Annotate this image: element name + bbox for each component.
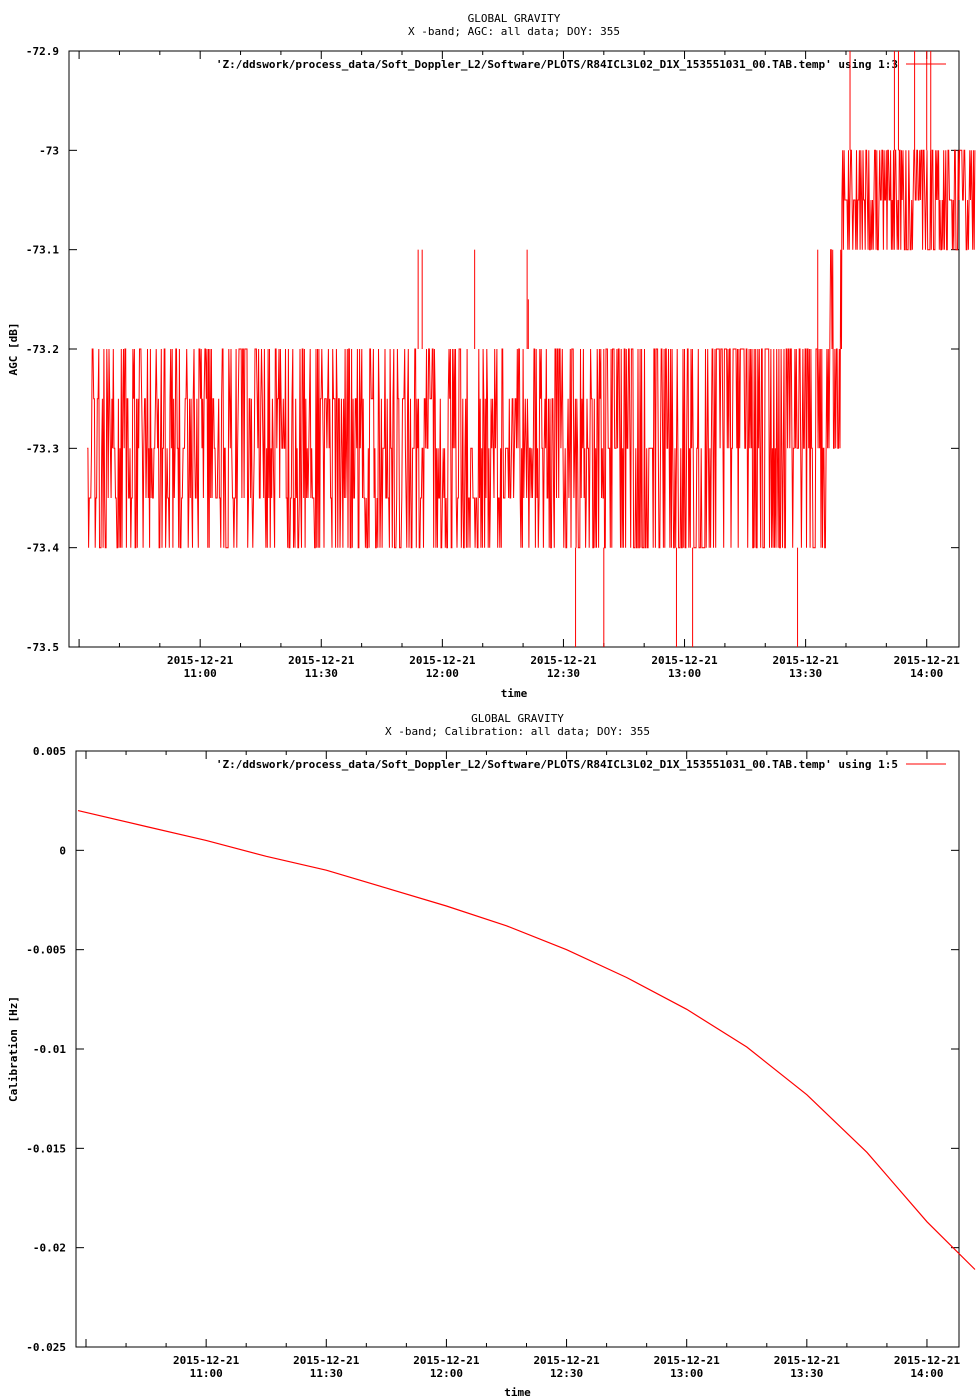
- y-tick-label: -0.005: [26, 944, 66, 957]
- y-tick-label: 0.005: [33, 745, 66, 758]
- series-line: [87, 149, 976, 549]
- x-tick-date-label: 2015-12-21: [413, 1354, 480, 1367]
- y-tick-label: -73: [39, 144, 59, 157]
- plot-frame: [68, 50, 960, 648]
- x-tick-date-label: 2015-12-21: [409, 654, 476, 667]
- y-tick-label: -0.02: [33, 1242, 66, 1255]
- y-tick-label: -0.025: [26, 1341, 66, 1354]
- x-tick-date-label: 2015-12-21: [533, 1354, 600, 1367]
- y-tick-label: -0.01: [33, 1043, 66, 1056]
- x-tick-date-label: 2015-12-21: [167, 654, 234, 667]
- y-tick-label: -73.5: [26, 641, 59, 654]
- x-tick-time-label: 12:00: [430, 1367, 463, 1380]
- x-tick-time-label: 13:00: [668, 667, 701, 680]
- x-tick-date-label: 2015-12-21: [173, 1354, 240, 1367]
- x-tick-date-label: 2015-12-21: [894, 654, 961, 667]
- chart-title: GLOBAL GRAVITY: [468, 12, 561, 25]
- x-tick-time-label: 11:30: [305, 667, 338, 680]
- chart-subtitle: X -band; AGC: all data; DOY: 355: [408, 25, 620, 38]
- x-tick-date-label: 2015-12-21: [654, 1354, 721, 1367]
- x-tick-time-label: 11:00: [190, 1367, 223, 1380]
- y-tick-label: -73.4: [26, 542, 59, 555]
- plot-frame: [75, 750, 960, 1348]
- x-tick-date-label: 2015-12-21: [293, 1354, 360, 1367]
- x-tick-date-label: 2015-12-21: [773, 654, 840, 667]
- x-tick-time-label: 11:00: [184, 667, 217, 680]
- y-tick-label: -73.3: [26, 442, 59, 455]
- x-axis-label: time: [504, 1386, 531, 1399]
- x-tick-time-label: 12:30: [547, 667, 580, 680]
- y-tick-label: -73.1: [26, 244, 59, 257]
- x-tick-time-label: 12:00: [426, 667, 459, 680]
- y-tick-label: 0: [59, 844, 66, 857]
- x-tick-date-label: 2015-12-21: [894, 1354, 961, 1367]
- y-tick-label: -73.2: [26, 343, 59, 356]
- x-tick-time-label: 12:30: [550, 1367, 583, 1380]
- x-tick-date-label: 2015-12-21: [288, 654, 355, 667]
- x-axis-label: time: [501, 687, 528, 700]
- y-tick-label: -0.015: [26, 1142, 66, 1155]
- x-tick-date-label: 2015-12-21: [651, 654, 718, 667]
- x-tick-time-label: 14:00: [910, 667, 943, 680]
- x-tick-time-label: 13:30: [790, 1367, 823, 1380]
- y-axis-label: AGC [dB]: [7, 323, 20, 376]
- y-tick-label: -72.9: [26, 45, 59, 58]
- x-tick-time-label: 11:30: [310, 1367, 343, 1380]
- x-tick-time-label: 13:00: [670, 1367, 703, 1380]
- legend-entry-label: 'Z:/ddswork/process_data/Soft_Doppler_L2…: [216, 758, 898, 771]
- x-tick-date-label: 2015-12-21: [530, 654, 597, 667]
- legend-entry-label: 'Z:/ddswork/process_data/Soft_Doppler_L2…: [216, 58, 898, 71]
- y-axis-label: Calibration [Hz]: [7, 996, 20, 1102]
- x-tick-time-label: 14:00: [910, 1367, 943, 1380]
- x-tick-time-label: 13:30: [789, 667, 822, 680]
- x-tick-date-label: 2015-12-21: [774, 1354, 841, 1367]
- chart-title: GLOBAL GRAVITY: [471, 712, 564, 725]
- series-line: [77, 810, 976, 1270]
- chart-subtitle: X -band; Calibration: all data; DOY: 355: [385, 725, 650, 738]
